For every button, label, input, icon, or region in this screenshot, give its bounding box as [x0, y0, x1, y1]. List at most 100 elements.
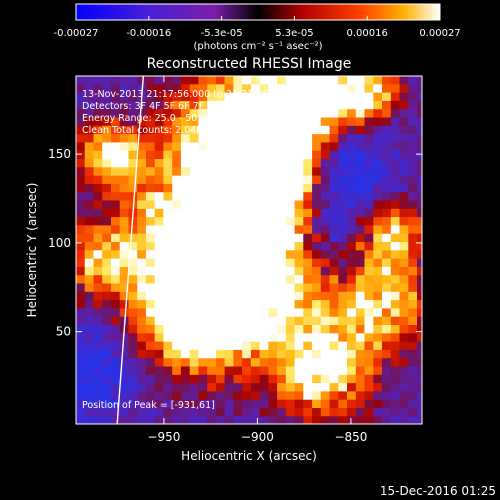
- heatmap-cell: [102, 282, 112, 292]
- heatmap-cell: [215, 199, 226, 209]
- heatmap-cell: [172, 357, 182, 367]
- heatmap-cell: [408, 249, 418, 259]
- heatmap-cell: [172, 141, 182, 151]
- heatmap-cell: [329, 324, 339, 334]
- heatmap-cell: [312, 291, 322, 301]
- heatmap-cell: [364, 390, 374, 400]
- heatmap-cell: [303, 407, 313, 417]
- y-tick-label: 100: [48, 236, 71, 250]
- heatmap-cell: [180, 83, 191, 93]
- heatmap-cell: [145, 166, 156, 176]
- heatmap-cell: [145, 382, 156, 392]
- heatmap-cell: [172, 216, 182, 226]
- heatmap-cell: [145, 208, 156, 218]
- heatmap-cell: [163, 341, 173, 350]
- heatmap-cell: [285, 266, 296, 276]
- heatmap-cell: [119, 357, 129, 367]
- heatmap-cell: [102, 307, 112, 317]
- heatmap-cell: [399, 399, 409, 408]
- heatmap-cell: [347, 175, 357, 184]
- heatmap-cell: [382, 332, 392, 342]
- heatmap-cell: [303, 274, 313, 284]
- heatmap-cell: [355, 208, 366, 218]
- heatmap-cell: [128, 399, 138, 408]
- heatmap-cell: [180, 299, 191, 309]
- heatmap-cell: [180, 415, 191, 424]
- heatmap-cell: [128, 365, 138, 375]
- heatmap-cell: [154, 92, 164, 101]
- heatmap-cell: [259, 76, 269, 85]
- heatmap-cell: [408, 108, 418, 118]
- heatmap-cell: [338, 382, 348, 392]
- heatmap-cell: [312, 332, 322, 342]
- heatmap-cell: [119, 175, 129, 184]
- heatmap-cell: [338, 258, 348, 267]
- heatmap-cell: [154, 141, 164, 151]
- heatmap-cell: [189, 83, 199, 93]
- heatmap-cell: [408, 150, 418, 159]
- heatmap-cell: [399, 224, 409, 234]
- heatmap-cell: [390, 399, 401, 408]
- heatmap-cell: [224, 390, 234, 400]
- heatmap-cell: [128, 324, 138, 334]
- heatmap-cell: [119, 141, 129, 151]
- heatmap-cell: [215, 316, 226, 325]
- heatmap-cell: [312, 133, 322, 143]
- heatmap-cell: [277, 291, 287, 301]
- heatmap-cell: [180, 407, 191, 417]
- heatmap-cell: [180, 399, 191, 408]
- heatmap-cell: [347, 365, 357, 375]
- heatmap-cell: [347, 233, 357, 242]
- heatmap-cell: [119, 307, 129, 317]
- heatmap-cell: [373, 357, 383, 367]
- colorbar-tick-label: -5.3e-05: [201, 28, 243, 39]
- heatmap-cell: [189, 241, 199, 251]
- heatmap-cell: [145, 216, 156, 226]
- heatmap-cell: [242, 374, 252, 384]
- heatmap-cell: [137, 208, 147, 218]
- heatmap-cell: [137, 125, 147, 135]
- heatmap-cell: [189, 133, 199, 143]
- heatmap-cell: [119, 100, 129, 110]
- heatmap-cell: [399, 216, 409, 226]
- heatmap-cell: [285, 208, 296, 218]
- heatmap-cell: [285, 166, 296, 176]
- heatmap-cell: [215, 415, 226, 424]
- heatmap-cell: [285, 133, 296, 143]
- heatmap-cell: [417, 133, 422, 143]
- heatmap-cell: [233, 199, 243, 209]
- heatmap-cell: [102, 125, 112, 135]
- heatmap-cell: [172, 390, 182, 400]
- heatmap-cell: [382, 258, 392, 267]
- heatmap-cell: [189, 150, 199, 159]
- heatmap-cell: [154, 116, 164, 126]
- heatmap-cell: [128, 258, 138, 267]
- heatmap-cell: [303, 374, 313, 384]
- heatmap-cell: [111, 349, 121, 359]
- heatmap-cell: [93, 258, 103, 267]
- heatmap-cell: [329, 266, 339, 276]
- heatmap-cell: [128, 390, 138, 400]
- heatmap-cell: [233, 357, 243, 367]
- heatmap-cell: [347, 399, 357, 408]
- heatmap-cell: [268, 266, 278, 276]
- heatmap-cell: [259, 108, 269, 118]
- heatmap-cell: [294, 76, 304, 85]
- heatmap-cell: [347, 83, 357, 93]
- heatmap-cell: [312, 266, 322, 276]
- heatmap-cell: [382, 76, 392, 85]
- heatmap-cell: [242, 175, 252, 184]
- heatmap-cell: [76, 407, 86, 417]
- heatmap-cell: [242, 332, 252, 342]
- heatmap-cell: [382, 349, 392, 359]
- heatmap-cell: [207, 241, 217, 251]
- heatmap-cell: [137, 258, 147, 267]
- heatmap-cell: [102, 199, 112, 209]
- heatmap-cell: [215, 175, 226, 184]
- heatmap-cell: [294, 158, 304, 168]
- heatmap-cell: [189, 274, 199, 284]
- heatmap-cell: [268, 274, 278, 284]
- heatmap-cell: [277, 258, 287, 267]
- heatmap-cell: [285, 141, 296, 151]
- heatmap-cell: [93, 83, 103, 93]
